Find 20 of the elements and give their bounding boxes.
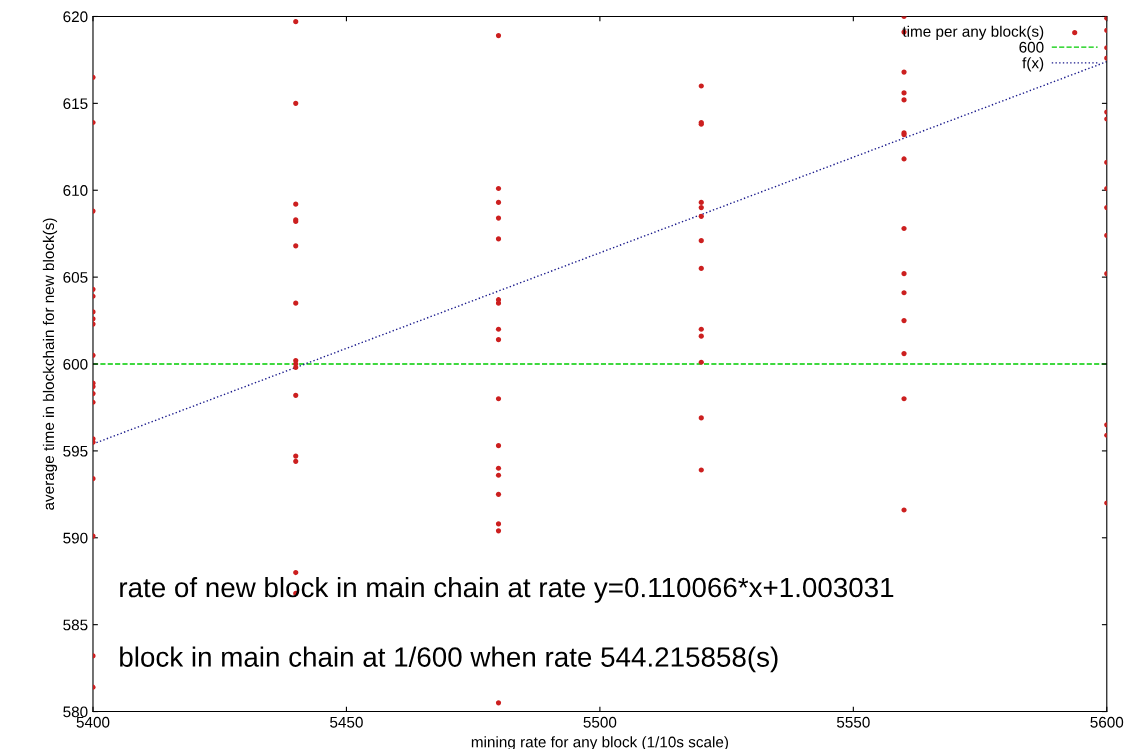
y-tick-label: 600 [63, 358, 88, 370]
annotation: block in main chain at 1/600 when rate 544.215858(s) [120, 646, 778, 673]
x-tick-label: 5600 [1090, 716, 1124, 728]
y-tick-label: 595 [63, 445, 88, 457]
annotation: rate of new block in main chain at rate y=0.110066*x+1.003031 [120, 576, 894, 603]
x-tick-label: 5450 [330, 716, 363, 728]
y-axis-title: average time in blockchain for new block(s) [42, 218, 58, 510]
y-tick-label: 610 [63, 185, 88, 196]
y-tick-label: 580 [63, 706, 88, 718]
x-tick-label: 5500 [583, 716, 617, 728]
legend-label: time per any block(s) [902, 25, 1044, 40]
y-tick-label: 615 [63, 98, 88, 110]
y-tick-label: 620 [63, 11, 88, 23]
legend-label: 600 [1019, 41, 1044, 53]
legend-label: f(x) [1022, 57, 1044, 72]
x-tick-label: 5400 [76, 716, 110, 728]
y-tick-label: 605 [63, 272, 88, 283]
x-tick-label: 5550 [836, 716, 870, 728]
y-tick-label: 590 [63, 532, 88, 544]
y-tick-label: 585 [63, 619, 88, 631]
